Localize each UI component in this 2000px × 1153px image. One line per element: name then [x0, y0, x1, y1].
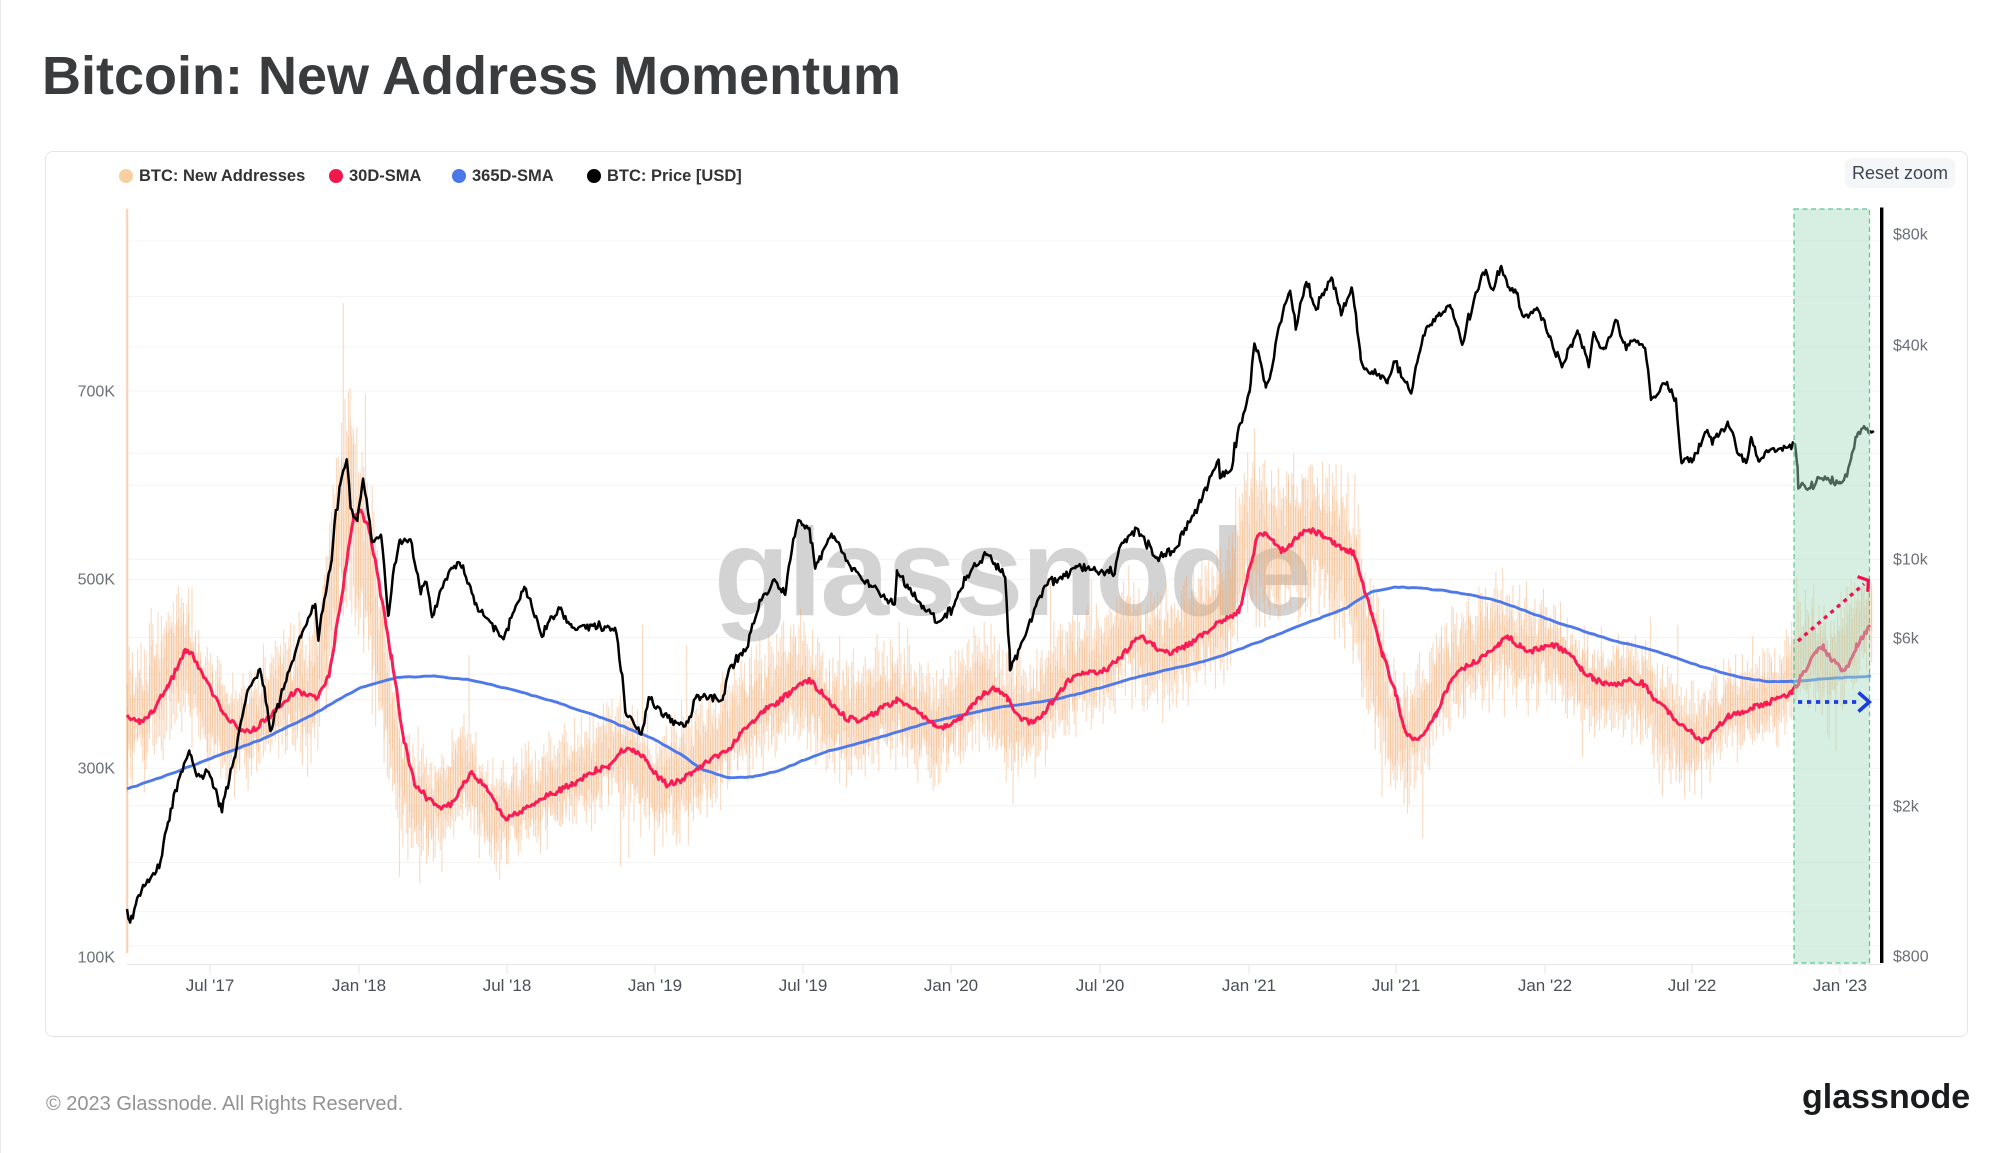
svg-text:300K: 300K [78, 761, 116, 778]
svg-text:Jul '19: Jul '19 [779, 976, 828, 995]
svg-text:500K: 500K [78, 572, 116, 589]
svg-text:Jul '21: Jul '21 [1372, 976, 1421, 995]
svg-text:Jan '21: Jan '21 [1222, 976, 1276, 995]
svg-text:$2k: $2k [1893, 799, 1920, 816]
svg-text:Jul '18: Jul '18 [483, 976, 532, 995]
svg-text:$800: $800 [1893, 949, 1929, 966]
svg-text:Jan '19: Jan '19 [628, 976, 682, 995]
svg-text:Jul '22: Jul '22 [1668, 976, 1717, 995]
svg-text:Jan '23: Jan '23 [1813, 976, 1867, 995]
svg-text:$40k: $40k [1893, 338, 1929, 355]
svg-text:100K: 100K [78, 950, 116, 967]
svg-text:$80k: $80k [1893, 227, 1929, 244]
svg-text:$10k: $10k [1893, 552, 1929, 569]
svg-text:Jan '18: Jan '18 [332, 976, 386, 995]
svg-text:Jul '17: Jul '17 [186, 976, 235, 995]
svg-text:Jan '22: Jan '22 [1518, 976, 1572, 995]
svg-text:$6k: $6k [1893, 631, 1920, 648]
svg-text:glassnode: glassnode [714, 504, 1310, 642]
svg-text:700K: 700K [78, 384, 116, 401]
svg-text:Jan '20: Jan '20 [924, 976, 978, 995]
svg-text:Jul '20: Jul '20 [1076, 976, 1125, 995]
